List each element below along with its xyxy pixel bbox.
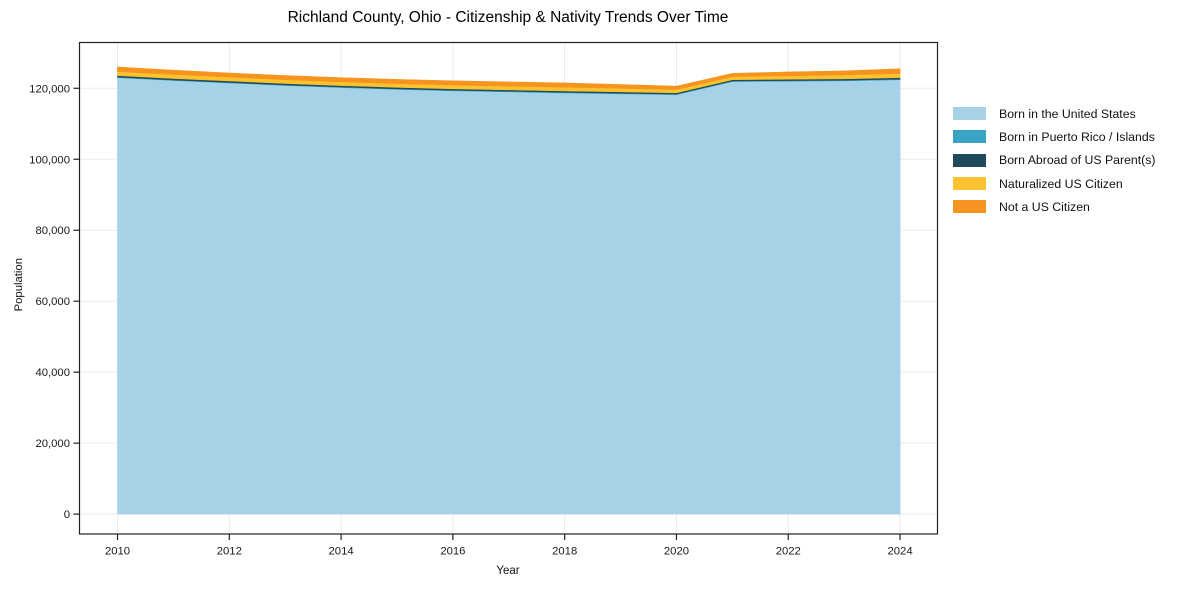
- y-tick-label: 120,000: [29, 83, 70, 95]
- area-not-a-us-citizen: [117, 66, 901, 90]
- legend-swatch-not-citizen: [953, 200, 986, 214]
- y-axis-label: Population: [13, 258, 25, 312]
- x-tick-label: 2018: [552, 546, 577, 558]
- y-tick-label: 100,000: [29, 154, 70, 166]
- y-tick-label: 20,000: [35, 438, 70, 450]
- legend-label-born-abroad: Born Abroad of US Parent(s): [999, 153, 1156, 168]
- x-tick-label: 2010: [105, 546, 130, 558]
- legend-label-naturalized: Naturalized US Citizen: [999, 176, 1123, 191]
- x-tick-label: 2022: [776, 546, 801, 558]
- y-tick-label: 40,000: [35, 367, 70, 379]
- x-tick-label: 2020: [664, 546, 689, 558]
- x-axis-label: Year: [496, 565, 520, 577]
- legend-label-not-citizen: Not a US Citizen: [999, 199, 1090, 214]
- legend-item-naturalized: Naturalized US Citizen: [953, 172, 1156, 195]
- y-tick-label: 0: [64, 509, 70, 521]
- legend-item-not-citizen: Not a US Citizen: [953, 195, 1156, 218]
- chart-title: Richland County, Ohio - Citizenship & Na…: [287, 9, 729, 26]
- legend-swatch-born-us: [953, 107, 986, 121]
- x-tick-label: 2024: [887, 546, 912, 558]
- legend-swatch-born-abroad: [953, 153, 986, 167]
- x-tick-label: 2012: [217, 546, 242, 558]
- y-tick-label: 60,000: [35, 296, 70, 308]
- legend-swatch-puerto-rico: [953, 130, 986, 144]
- legend: Born in the United States Born in Puerto…: [953, 102, 1156, 218]
- x-tick-label: 2014: [329, 546, 354, 558]
- y-tick-label: 80,000: [35, 225, 70, 237]
- legend-item-born-abroad: Born Abroad of US Parent(s): [953, 149, 1156, 172]
- legend-item-puerto-rico: Born in Puerto Rico / Islands: [953, 125, 1156, 148]
- legend-label-born-us: Born in the United States: [999, 106, 1136, 121]
- x-tick-label: 2016: [440, 546, 465, 558]
- legend-swatch-naturalized: [953, 177, 986, 191]
- legend-item-born-us: Born in the United States: [953, 102, 1156, 125]
- plot-border: [78, 41, 939, 535]
- legend-label-puerto-rico: Born in Puerto Rico / Islands: [999, 129, 1155, 144]
- area-born-in-the-united-states: [117, 77, 901, 515]
